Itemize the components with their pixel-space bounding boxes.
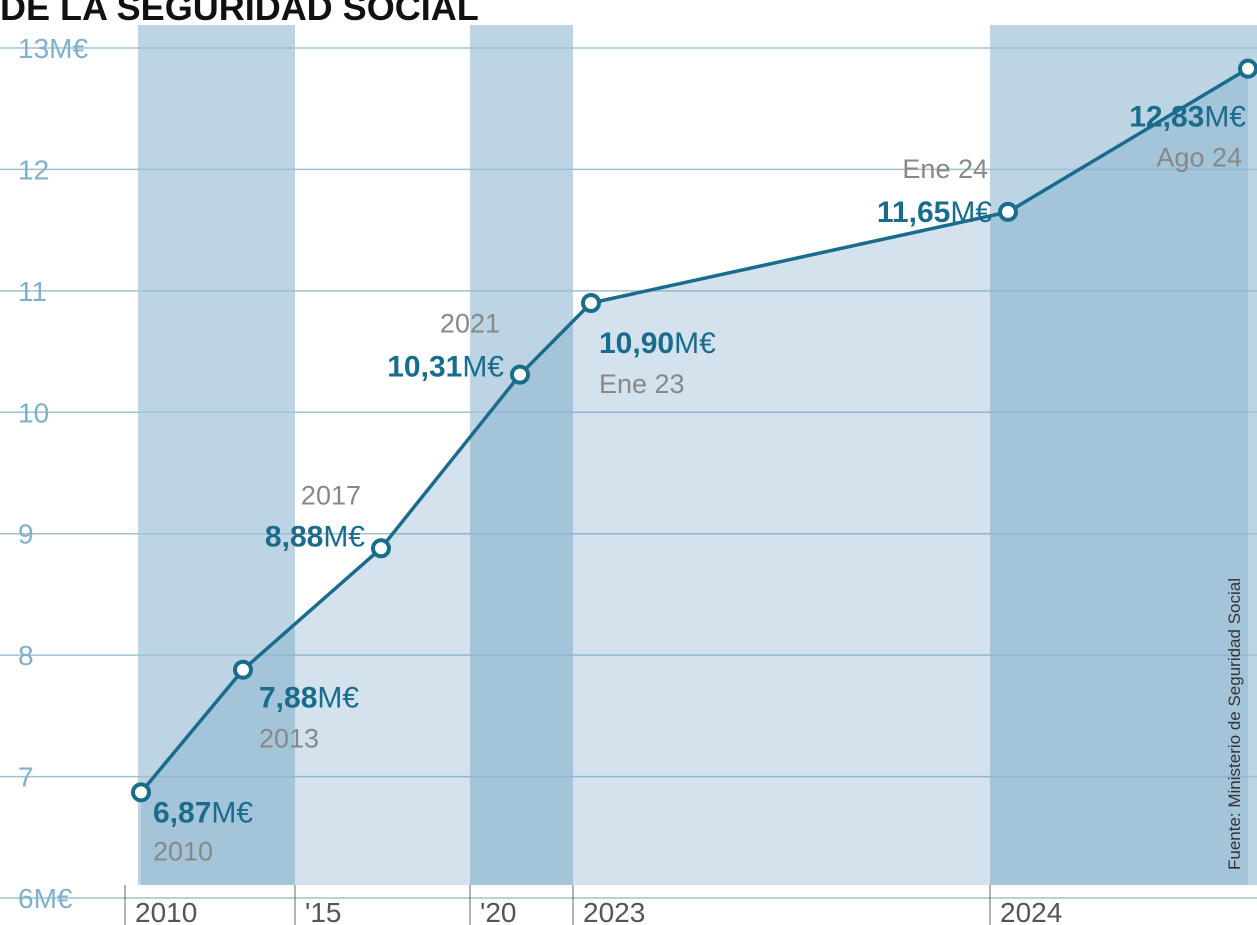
value-label: 10,90M€	[599, 327, 716, 360]
value-label: 12,83M€	[1129, 101, 1246, 134]
band	[990, 25, 1257, 885]
y-tick-label: 10	[18, 397, 49, 428]
point-label: Ene 23	[599, 369, 685, 399]
y-tick-label: 12	[18, 154, 49, 185]
value-label: 8,88M€	[265, 520, 365, 553]
x-tick-label: 2010	[135, 897, 197, 925]
value-label: 6,87M€	[153, 796, 253, 829]
area	[141, 68, 1248, 885]
source: Fuente: Ministerio de Seguridad Social	[1225, 578, 1244, 870]
value-unit: M€	[211, 796, 253, 829]
point	[233, 659, 253, 680]
value-label: 11,65M€	[877, 196, 992, 229]
value-label: 10,31M€	[387, 351, 504, 384]
value-number: 7,88	[259, 682, 317, 715]
point	[131, 782, 151, 803]
point	[998, 201, 1018, 222]
y-tick-label: 8	[18, 640, 34, 671]
value-number: 11,65	[877, 196, 950, 229]
y-tick-label: 11	[18, 276, 47, 307]
x-tick-label: 2024	[1000, 897, 1062, 925]
point-label: 2017	[301, 480, 361, 510]
value-number: 10,31	[387, 351, 462, 384]
value-number: 8,88	[265, 520, 323, 553]
x-tick-label: '15	[305, 897, 342, 925]
band	[470, 25, 573, 885]
point-label: Ago 24	[1156, 143, 1242, 173]
band	[138, 25, 295, 885]
value-number: 6,87	[153, 796, 211, 829]
point	[371, 538, 391, 559]
point-label: 2010	[153, 836, 213, 866]
point	[510, 364, 530, 385]
value-unit: M€	[317, 682, 359, 715]
y-tick-label: 7	[18, 762, 34, 793]
x-tick-label: 2023	[583, 897, 645, 925]
value-unit: M€	[1204, 101, 1246, 134]
point-label: Ene 24	[902, 154, 988, 184]
y-tick-label: 9	[18, 519, 34, 550]
point	[581, 293, 601, 313]
value-number: 12,83	[1129, 101, 1204, 134]
x-tick-label: '20	[480, 897, 517, 925]
value-unit: M€	[674, 327, 716, 360]
point	[1238, 58, 1257, 79]
point-label: 2021	[440, 309, 500, 339]
value-unit: M€	[323, 520, 365, 553]
value-number: 10,90	[599, 327, 674, 360]
chart-title: DE LA SEGURIDAD SOCIAL	[0, 0, 479, 28]
point-label: 2013	[259, 724, 319, 754]
value-unit: M€	[950, 196, 992, 229]
value-label: 7,88M€	[259, 682, 359, 715]
y-tick-label: 6M€	[18, 883, 73, 914]
y-tick-label: 13M€	[18, 33, 88, 64]
value-unit: M€	[462, 351, 504, 384]
